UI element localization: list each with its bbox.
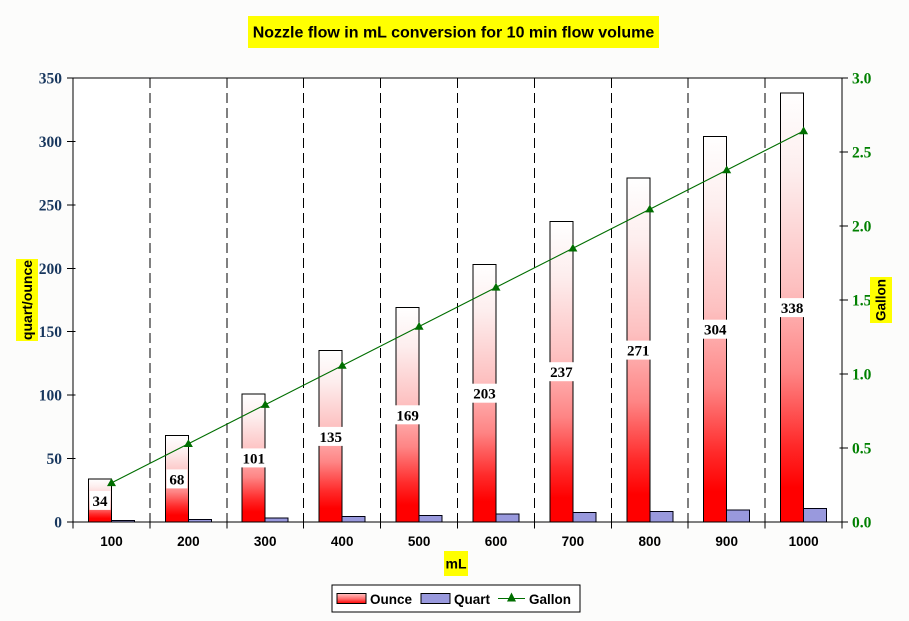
svg-text:600: 600 (485, 534, 508, 549)
svg-text:101: 101 (243, 451, 266, 467)
svg-text:300: 300 (39, 134, 63, 151)
svg-text:237: 237 (550, 365, 573, 381)
svg-text:135: 135 (319, 430, 342, 446)
svg-text:800: 800 (639, 534, 662, 549)
svg-text:350: 350 (39, 71, 63, 88)
svg-text:50: 50 (47, 451, 63, 468)
svg-text:2.5: 2.5 (852, 145, 872, 162)
svg-text:1.0: 1.0 (852, 367, 872, 384)
svg-text:0.0: 0.0 (852, 515, 872, 532)
svg-text:169: 169 (396, 408, 419, 424)
svg-text:250: 250 (39, 197, 63, 214)
svg-text:Gallon: Gallon (874, 279, 889, 321)
svg-text:500: 500 (408, 534, 431, 549)
svg-text:200: 200 (39, 261, 63, 278)
svg-text:200: 200 (177, 534, 200, 549)
svg-text:338: 338 (781, 301, 804, 317)
svg-text:3.0: 3.0 (852, 71, 872, 88)
svg-text:quart/ounce: quart/ounce (19, 260, 35, 340)
svg-text:34: 34 (93, 494, 109, 510)
svg-text:2.0: 2.0 (852, 219, 872, 236)
svg-text:0.5: 0.5 (852, 441, 872, 458)
svg-text:900: 900 (715, 534, 738, 549)
svg-text:Gallon: Gallon (529, 592, 571, 607)
svg-text:0: 0 (54, 515, 62, 532)
svg-text:150: 150 (39, 324, 63, 341)
svg-text:Nozzle flow in mL conversion f: Nozzle flow in mL conversion for 10 min … (253, 25, 655, 42)
svg-text:1.5: 1.5 (852, 293, 872, 310)
svg-text:68: 68 (169, 472, 184, 488)
svg-text:Ounce: Ounce (370, 592, 413, 607)
svg-text:700: 700 (562, 534, 585, 549)
svg-text:Quart: Quart (454, 592, 491, 607)
svg-text:100: 100 (100, 534, 123, 549)
svg-text:300: 300 (254, 534, 277, 549)
svg-text:1000: 1000 (789, 534, 819, 549)
svg-text:203: 203 (473, 387, 496, 403)
svg-text:mL: mL (446, 556, 467, 572)
svg-text:271: 271 (627, 344, 650, 360)
svg-text:100: 100 (39, 388, 63, 405)
svg-text:400: 400 (331, 534, 354, 549)
svg-text:304: 304 (704, 323, 727, 339)
